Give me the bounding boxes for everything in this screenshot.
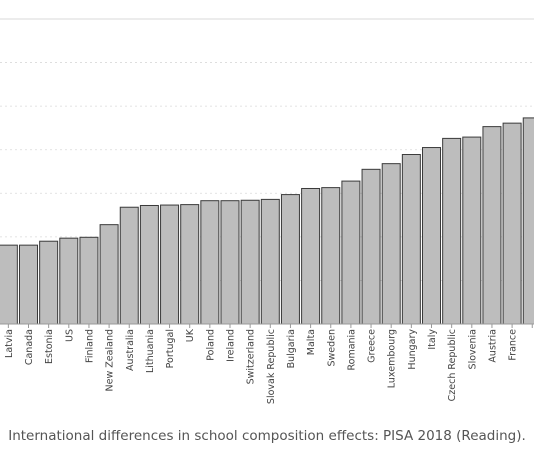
figure-caption: International differences in school comp… — [8, 428, 526, 444]
bar — [422, 147, 441, 325]
x-tick-label: Canada — [24, 329, 35, 365]
bar — [220, 200, 240, 325]
bar — [240, 199, 260, 325]
x-tick-label: Latvia — [4, 329, 15, 358]
x-tick-label: Slovak Republic — [266, 329, 277, 404]
bar — [522, 117, 534, 325]
x-tick-label: Switzerland — [246, 329, 257, 384]
x-tick-label: Australia — [125, 329, 136, 371]
x-tick-label: Finland — [84, 329, 95, 363]
x-tick-label: New Zealand — [105, 329, 116, 391]
x-tick-label: France — [508, 329, 519, 361]
x-tick-label: Slovenia — [467, 329, 478, 369]
x-tick-label: Poland — [205, 329, 216, 361]
x-tick-label: Austria — [487, 329, 498, 363]
bar — [79, 236, 99, 325]
x-tick-label: Bulgaria — [286, 329, 297, 368]
x-tick-label: Lithuania — [145, 329, 156, 373]
x-tick-labels: Latvia Canada Estonia US Finland New Zealand A… — [4, 328, 519, 404]
bar — [301, 187, 321, 325]
x-tick-label: Malta — [306, 329, 317, 355]
bar — [462, 136, 482, 325]
bar — [160, 204, 180, 325]
bar — [59, 237, 79, 325]
bar — [482, 126, 502, 325]
bar — [19, 244, 38, 325]
x-tick-label: Estonia — [44, 329, 55, 364]
x-tick-label: Sweden — [326, 329, 337, 367]
bar — [321, 187, 341, 325]
bar — [139, 204, 159, 325]
bar — [260, 198, 280, 325]
x-tick-label: Italy — [427, 329, 438, 350]
bar — [39, 240, 59, 325]
x-tick-label: Ireland — [226, 329, 237, 362]
x-tick-label: Czech Republic — [447, 329, 458, 401]
x-tick-label: Hungary — [407, 329, 418, 370]
bar — [99, 224, 119, 325]
x-tick-label: Greece — [367, 329, 378, 363]
x-tick-label: Portugal — [165, 329, 176, 368]
x-tick-label: US — [64, 329, 75, 342]
bars — [0, 117, 534, 325]
bar — [401, 154, 421, 325]
bar — [381, 163, 401, 325]
x-tick-marks — [7, 324, 533, 328]
bar — [280, 194, 300, 325]
bar — [502, 122, 522, 325]
bar — [361, 168, 381, 325]
bar — [0, 244, 18, 325]
bar — [200, 200, 220, 325]
x-tick-label: UK — [185, 328, 196, 342]
x-tick-label: Romania — [346, 329, 357, 371]
bar — [442, 137, 462, 325]
bar — [341, 180, 361, 325]
bar — [180, 204, 200, 325]
bar — [119, 206, 139, 325]
x-tick-label: Luxembourg — [387, 329, 398, 388]
